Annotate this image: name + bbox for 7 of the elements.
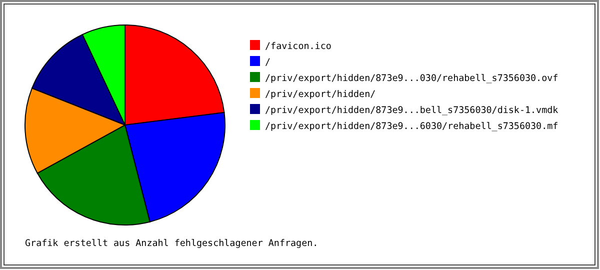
legend-label: /priv/export/hidden/873e9...6030/rehabell_s7356030.mf xyxy=(265,121,558,132)
text: Grafik erstellt aus Anzahl fehlgeschlagener Anfragen. xyxy=(25,238,318,249)
legend-label: /favicon.ico xyxy=(265,41,332,52)
legend-label: /priv/export/hidden/ xyxy=(265,89,376,100)
legend-label: /priv/export/hidden/873e9...bell_s7356030/disk-1.vmdk xyxy=(265,105,559,116)
legend-label: /priv/export/hidden/873e9...030/rehabell_s7356030.ovf xyxy=(265,73,558,84)
legend-label: / xyxy=(265,57,271,68)
